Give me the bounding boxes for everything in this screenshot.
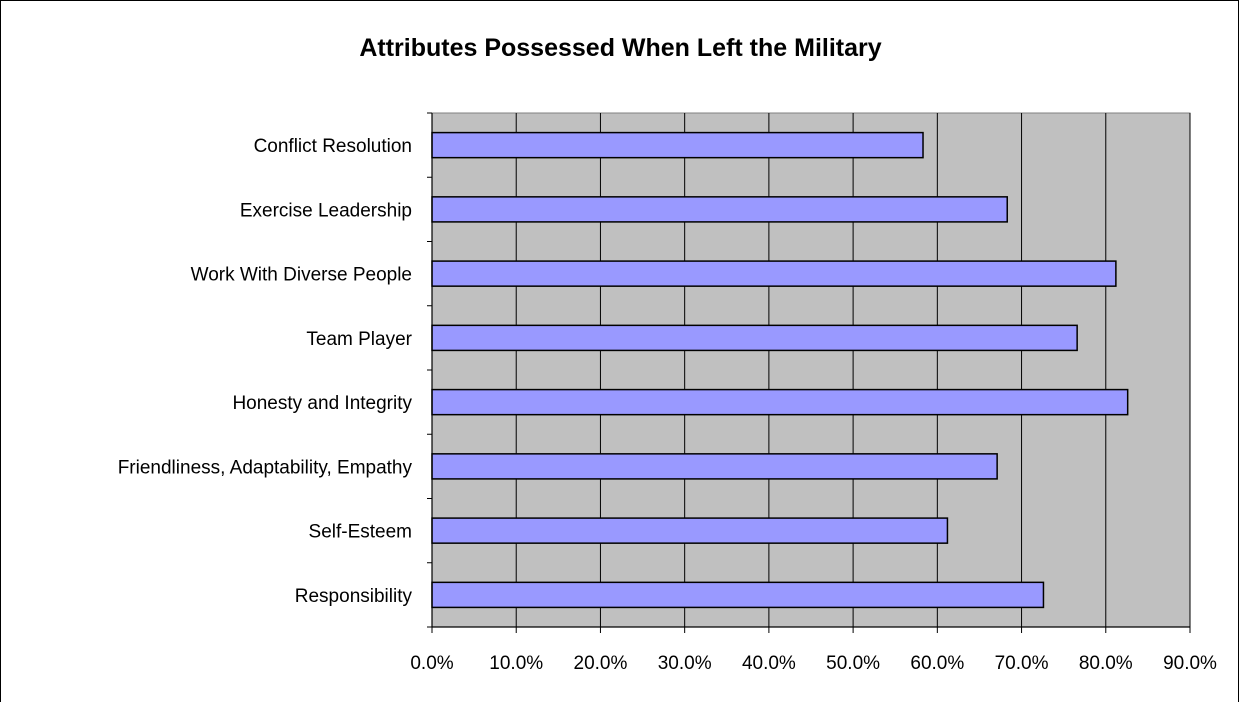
bar: [431, 260, 1117, 287]
x-tick-label: 60.0%: [910, 653, 964, 674]
bar: [431, 581, 1045, 609]
bar: [431, 517, 949, 544]
x-tick-label: 10.0%: [489, 653, 543, 674]
x-tick-label: 30.0%: [658, 653, 712, 674]
bar: [431, 453, 998, 480]
y-category-label: Team Player: [306, 329, 412, 350]
x-tick-label: 80.0%: [1079, 653, 1133, 674]
x-tick-label: 70.0%: [995, 653, 1049, 674]
y-category-label: Responsibility: [295, 586, 413, 607]
x-tick-label: 20.0%: [574, 653, 628, 674]
y-category-label: Work With Diverse People: [191, 265, 412, 286]
bar: [431, 131, 924, 159]
bar: [431, 388, 1129, 416]
x-tick-label: 50.0%: [826, 653, 880, 674]
x-tick-label: 90.0%: [1163, 653, 1217, 674]
plot-area: [431, 112, 1191, 628]
x-tick-label: 40.0%: [742, 653, 796, 674]
bar: [431, 324, 1078, 352]
bar: [431, 196, 1008, 223]
x-tick-label: 0.0%: [410, 653, 453, 674]
y-category-label: Conflict Resolution: [254, 136, 412, 157]
chart-title: Attributes Possessed When Left the Milit…: [359, 34, 882, 62]
y-category-label: Self-Esteem: [309, 522, 412, 543]
y-category-label: Honesty and Integrity: [232, 393, 412, 414]
y-category-label: Friendliness, Adaptability, Empathy: [118, 457, 413, 478]
y-category-label: Exercise Leadership: [240, 200, 412, 221]
